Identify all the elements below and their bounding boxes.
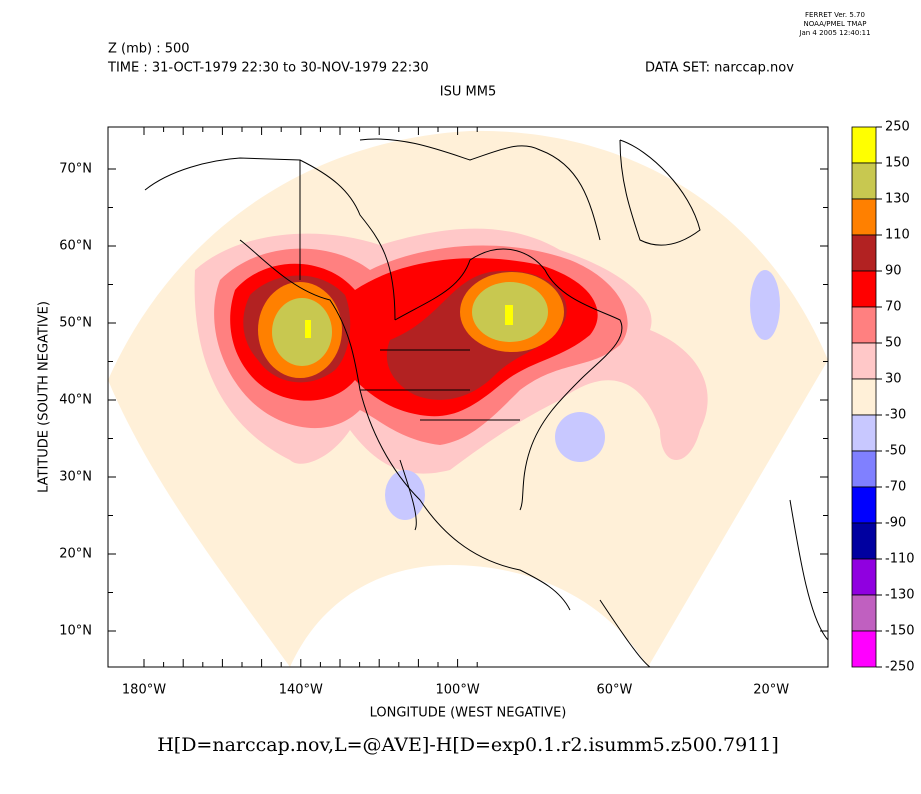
y-tick-label: 40°N (59, 393, 92, 408)
y-axis-label: LATITUDE (SOUTH NEGATIVE) (37, 301, 52, 493)
colorbar-box (851, 198, 877, 236)
header: FERRET Ver. 5.70 NOAA/PMEL TMAP Jan 4 20… (107, 11, 871, 100)
colorbar-box (851, 522, 877, 560)
stamp: Jan 4 2005 12:40:11 (798, 29, 870, 37)
colorbar-box (851, 234, 877, 272)
y-tick-label: 50°N (59, 316, 92, 331)
colorbar-label: -50 (885, 444, 906, 459)
stamp: FERRET Ver. 5.70 (805, 11, 865, 19)
y-tick-label: 30°N (59, 470, 92, 485)
x-axis-label: LONGITUDE (WEST NEGATIVE) (370, 706, 567, 721)
contour-130 (272, 298, 332, 366)
x-tick-label: 100°W (436, 683, 480, 698)
colorbar-box (851, 162, 877, 200)
colorbar-box (851, 594, 877, 632)
frame (107, 126, 829, 668)
colorbar-label: 30 (885, 372, 902, 387)
negative-patch (750, 270, 780, 340)
contour-150 (505, 305, 513, 325)
colorbar-label: -130 (885, 588, 915, 603)
colorbar-box (851, 486, 877, 524)
footer: H[D=narccap.nov,L=@AVE]-H[D=exp0.1.r2.is… (157, 734, 779, 756)
colorbar-box (851, 126, 877, 164)
colorbar-label: -150 (885, 624, 915, 639)
colorbar-box (851, 414, 877, 452)
colorbar-box (851, 306, 877, 344)
colorbar-box (851, 270, 877, 308)
y-tick-label: 70°N (59, 162, 92, 177)
colorbar-box (851, 378, 877, 416)
stamp: NOAA/PMEL TMAP (804, 20, 867, 28)
colorbar-label: -30 (885, 408, 906, 423)
colorbar-box (851, 558, 877, 596)
y-tick-label: 20°N (59, 547, 92, 562)
colorbar-label: 130 (885, 192, 910, 207)
dataset: DATA SET: narccap.nov (645, 61, 794, 76)
negative-patch (555, 412, 605, 462)
colorbar-box (851, 450, 877, 488)
colorbar-label: 250 (885, 120, 910, 135)
colorbar-label: 110 (885, 228, 910, 243)
negative-patch (385, 470, 425, 520)
x-tick-label: 180°W (122, 683, 166, 698)
y-tick-label: 60°N (59, 239, 92, 254)
y-tick-label: 10°N (59, 624, 92, 639)
map (108, 130, 829, 668)
colorbar-label: -110 (885, 552, 915, 567)
variable: Z (mb) : 500 (108, 42, 190, 57)
contour-150 (305, 320, 311, 338)
x-tick-label: 20°W (753, 683, 789, 698)
x-tick-label: 140°W (279, 683, 323, 698)
colorbar-label: 50 (885, 336, 902, 351)
colorbar-label: 150 (885, 156, 910, 171)
colorbar-label: -90 (885, 516, 906, 531)
colorbar-box (851, 630, 877, 668)
colorbar-label: -70 (885, 480, 906, 495)
colorbar-label: -250 (885, 660, 915, 675)
colorbar-label: 90 (885, 264, 902, 279)
x-tick-label: 60°W (596, 683, 632, 698)
coastlines (144, 138, 829, 668)
time: TIME : 31-OCT-1979 22:30 to 30-NOV-1979 … (107, 61, 429, 76)
colorbar-box (851, 342, 877, 380)
colorbar-label: 70 (885, 300, 902, 315)
subtitle: ISU MM5 (440, 85, 496, 100)
